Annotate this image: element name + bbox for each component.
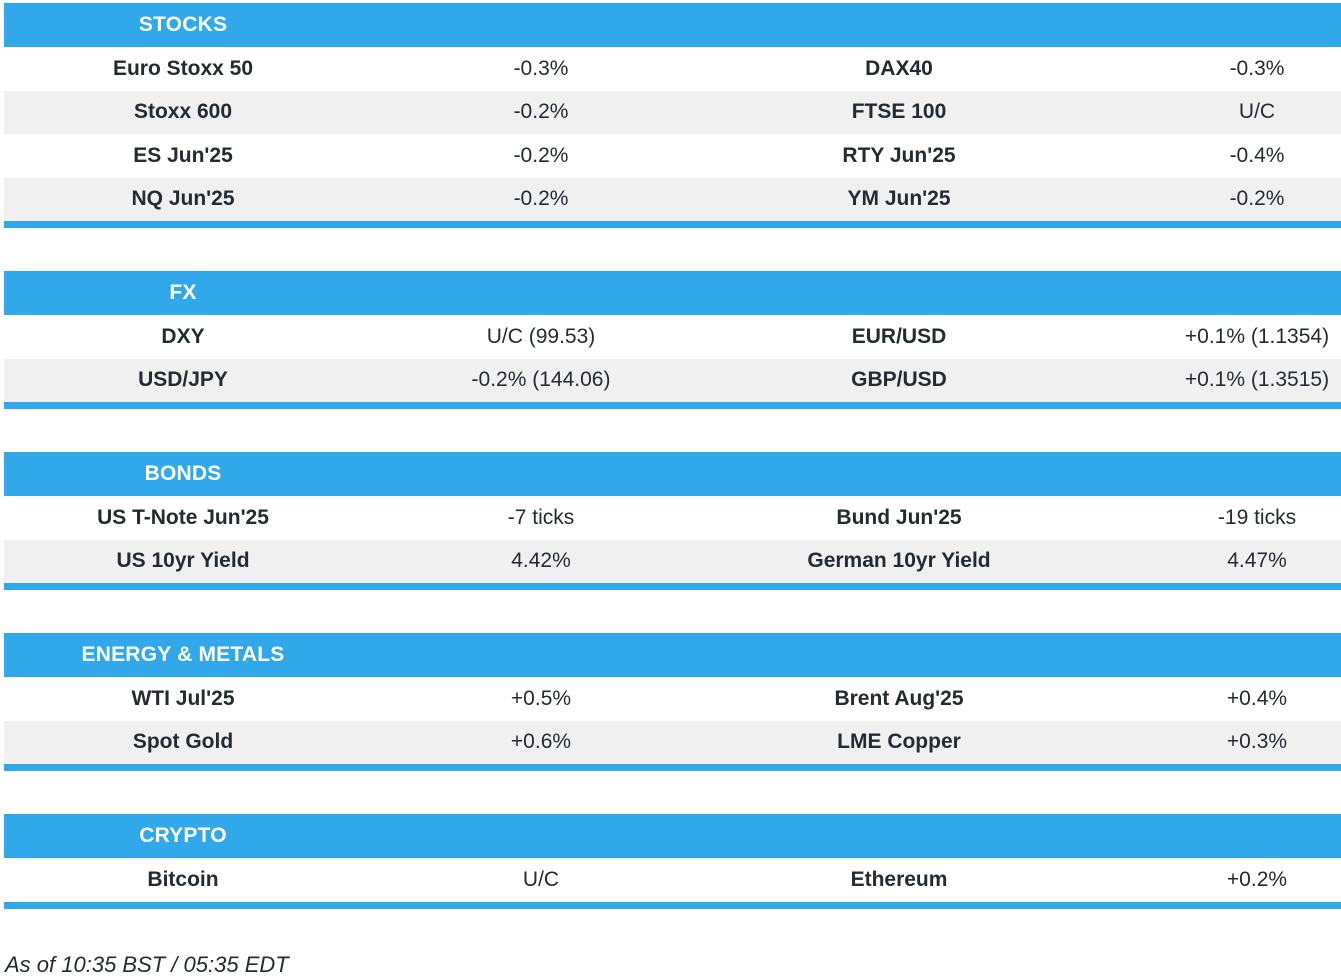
section-title: BONDS [144, 462, 222, 485]
section-header: BONDS [4, 452, 1341, 496]
table-row: US T-Note Jun'25 -7 ticks Bund Jun'25 -1… [4, 496, 1341, 540]
instrument-name: Bitcoin [147, 867, 219, 891]
table-row: US 10yr Yield 4.42% German 10yr Yield 4.… [4, 539, 1341, 583]
instrument-name: Spot Gold [132, 730, 234, 754]
market-summary: STOCKS Euro Stoxx 50 -0.3% DAX40 -0.3% S… [4, 3, 1341, 978]
instrument-name: DXY [161, 324, 205, 348]
instrument-name: Bund Jun'25 [836, 505, 962, 529]
instrument-value: -0.3% [1229, 56, 1285, 80]
table-row: Spot Gold +0.6% LME Copper +0.3% [4, 720, 1341, 764]
instrument-name: YM Jun'25 [847, 187, 951, 211]
instrument-value: -7 ticks [507, 505, 575, 529]
instrument-name: NQ Jun'25 [131, 187, 235, 211]
table-row: WTI Jul'25 +0.5% Brent Aug'25 +0.4% [4, 677, 1341, 721]
instrument-value: +0.1% (1.3515) [1184, 368, 1330, 392]
instrument-value: +0.2% [1226, 867, 1288, 891]
instrument-value: U/C [522, 867, 560, 891]
section-header: CRYPTO [4, 814, 1341, 858]
section-title: ENERGY & METALS [81, 643, 285, 666]
section-header: ENERGY & METALS [4, 633, 1341, 677]
instrument-name: WTI Jul'25 [131, 686, 235, 710]
instrument-name: FTSE 100 [851, 100, 947, 124]
section-title: CRYPTO [139, 824, 227, 847]
instrument-value: U/C [1238, 100, 1276, 124]
instrument-value: U/C (99.53) [486, 324, 596, 348]
instrument-value: 4.42% [511, 549, 571, 573]
instrument-value: -19 ticks [1217, 505, 1297, 529]
instrument-value: +0.4% [1226, 686, 1288, 710]
instrument-value: -0.2% [513, 143, 569, 167]
instrument-value: -0.2% [1229, 187, 1285, 211]
instrument-name: US T-Note Jun'25 [97, 505, 269, 529]
instrument-value: +0.3% [1226, 730, 1288, 754]
section-title: STOCKS [138, 13, 228, 36]
table-row: Bitcoin U/C Ethereum +0.2% [4, 858, 1341, 902]
instrument-name: USD/JPY [138, 368, 228, 392]
instrument-name: EUR/USD [851, 324, 947, 348]
section-crypto: CRYPTO Bitcoin U/C Ethereum +0.2% [4, 814, 1341, 909]
instrument-name: DAX40 [865, 56, 933, 80]
instrument-name: Stoxx 600 [133, 100, 233, 124]
instrument-name: LME Copper [837, 730, 961, 754]
section-header: FX [4, 271, 1341, 315]
instrument-value: +0.5% [510, 686, 572, 710]
table-row: Stoxx 600 -0.2% FTSE 100 U/C [4, 90, 1341, 134]
instrument-name: Ethereum [850, 867, 948, 891]
instrument-value: -0.4% [1229, 143, 1285, 167]
instrument-name: ES Jun'25 [133, 143, 233, 167]
section-energy-metals: ENERGY & METALS WTI Jul'25 +0.5% Brent A… [4, 633, 1341, 771]
section-bonds: BONDS US T-Note Jun'25 -7 ticks Bund Jun… [4, 452, 1341, 590]
table-row: Euro Stoxx 50 -0.3% DAX40 -0.3% [4, 47, 1341, 91]
instrument-value: +0.6% [510, 730, 572, 754]
instrument-value: -0.2% [513, 100, 569, 124]
instrument-name: US 10yr Yield [116, 549, 250, 573]
table-row: NQ Jun'25 -0.2% YM Jun'25 -0.2% [4, 177, 1341, 221]
instrument-name: Euro Stoxx 50 [112, 56, 254, 80]
instrument-value: -0.2% [513, 187, 569, 211]
instrument-value: -0.2% (144.06) [471, 368, 611, 392]
section-stocks: STOCKS Euro Stoxx 50 -0.3% DAX40 -0.3% S… [4, 3, 1341, 228]
as-of-timestamp: As of 10:35 BST / 05:35 EDT [5, 951, 289, 977]
table-row: DXY U/C (99.53) EUR/USD +0.1% (1.1354) [4, 315, 1341, 359]
table-row: ES Jun'25 -0.2% RTY Jun'25 -0.4% [4, 134, 1341, 178]
instrument-name: Brent Aug'25 [834, 686, 964, 710]
instrument-value: 4.47% [1227, 549, 1287, 573]
instrument-value: -0.3% [513, 56, 569, 80]
section-header: STOCKS [4, 3, 1341, 47]
section-title: FX [169, 281, 197, 304]
instrument-name: RTY Jun'25 [842, 143, 956, 167]
instrument-value: +0.1% (1.1354) [1184, 324, 1330, 348]
table-row: USD/JPY -0.2% (144.06) GBP/USD +0.1% (1.… [4, 358, 1341, 402]
instrument-name: GBP/USD [851, 368, 947, 392]
instrument-name: German 10yr Yield [807, 549, 991, 573]
section-fx: FX DXY U/C (99.53) EUR/USD +0.1% (1.1354… [4, 271, 1341, 409]
